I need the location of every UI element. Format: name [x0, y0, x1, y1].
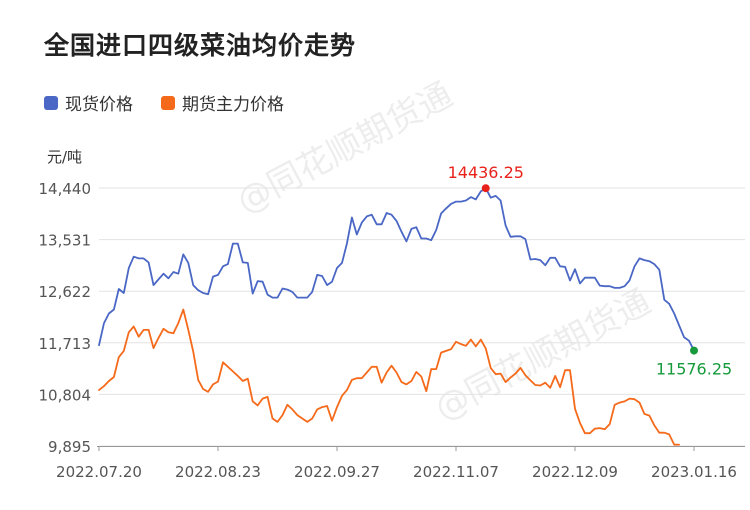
watermark-text-0: @同花顺期货通	[230, 75, 459, 222]
watermark-text-1: @同花顺期货通	[428, 282, 657, 429]
legend-label-spot: 现货价格	[65, 95, 133, 115]
x-tick-label-0: 2022.07.20	[56, 463, 142, 481]
legend-item-spot[interactable]: 现货价格	[44, 90, 133, 115]
chart-title: 全国进口四级菜油均价走势	[44, 31, 357, 60]
series-line-0	[98, 187, 695, 352]
legend-label-futures: 期货主力价格	[182, 95, 284, 115]
y-axis-unit: 元/吨	[47, 148, 83, 166]
x-tick-label-2: 2022.09.27	[294, 463, 380, 481]
chart-legend: 现货价格 期货主力价格	[44, 90, 312, 115]
y-tick-label-5: 9,895	[48, 438, 91, 456]
legend-swatch-futures	[161, 95, 175, 110]
y-tick-label-2: 12,622	[39, 283, 92, 301]
y-tick-label-1: 13,531	[39, 232, 92, 250]
x-tick-label-3: 2022.11.07	[413, 463, 499, 481]
y-tick-label-4: 10,804	[39, 386, 92, 404]
y-tick-label-3: 11,713	[39, 335, 92, 353]
legend-item-futures[interactable]: 期货主力价格	[161, 90, 284, 115]
annotation-point-1	[690, 346, 698, 355]
y-tick-label-0: 14,440	[39, 180, 92, 198]
series-line-1	[98, 308, 680, 446]
annotation-label-1: 11576.25	[656, 360, 732, 379]
x-tick-label-1: 2022.08.23	[175, 463, 261, 481]
legend-swatch-spot	[44, 95, 58, 110]
x-tick-label-4: 2022.12.09	[532, 463, 618, 481]
x-tick-label-5: 2023.01.16	[651, 463, 737, 481]
annotation-label-0: 14436.25	[448, 163, 524, 182]
annotation-point-0	[481, 184, 490, 193]
